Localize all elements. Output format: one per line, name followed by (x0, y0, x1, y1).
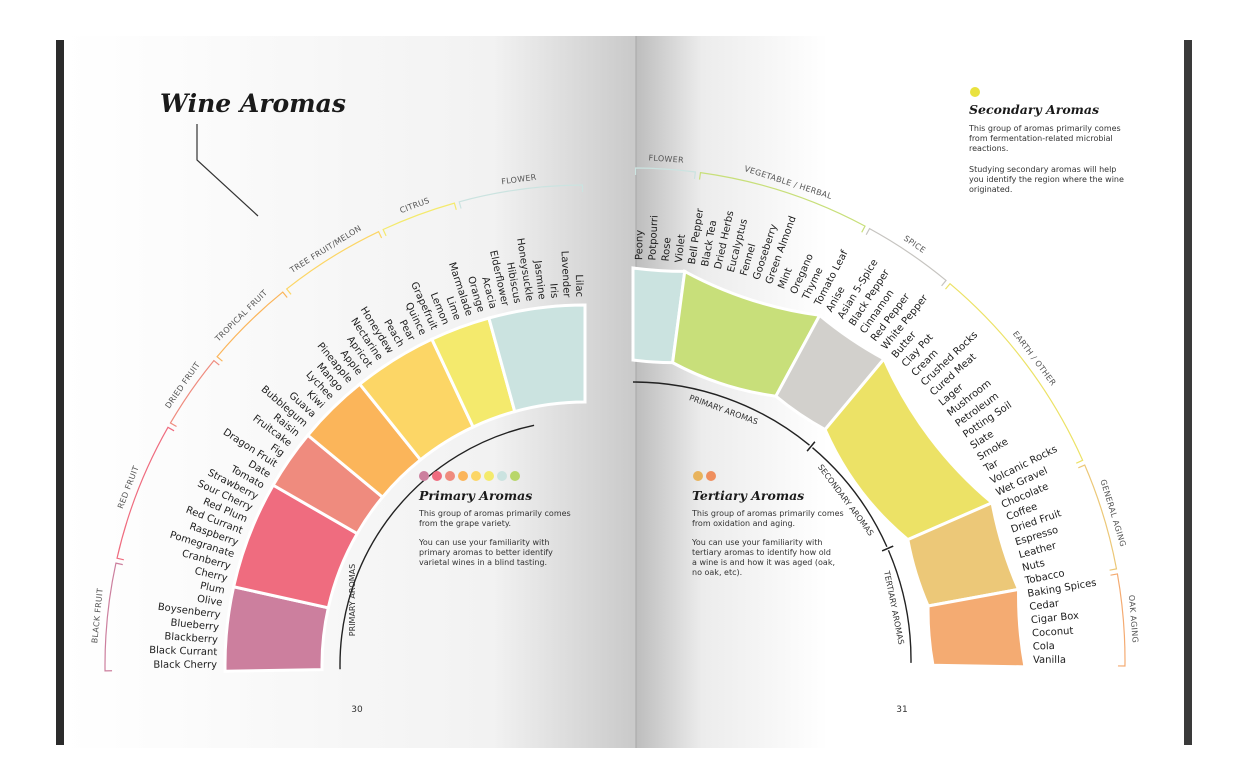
bracket-tree-fruit-melon (285, 230, 383, 295)
aroma-cola: Cola (1033, 641, 1055, 653)
secondary-legend-text-2: Studying secondary aromas will help you i… (969, 165, 1124, 194)
group-arc-secondary-aromas (812, 447, 888, 548)
aroma-nuts: Nuts (1021, 558, 1046, 574)
aroma-black-currant: Black Currant (149, 645, 217, 658)
aroma-potpourri: Potpourri (647, 215, 660, 261)
aroma-plum: Plum (199, 581, 226, 597)
tertiary-legend-text-1: This group of aromas primarily comes from… (691, 509, 844, 528)
bracket-oak-aging (1110, 573, 1126, 667)
aroma-iris: Iris (547, 283, 559, 299)
aroma-coconut: Coconut (1032, 626, 1074, 640)
page-number-right: 31 (896, 705, 907, 715)
primary-legend-dot (510, 471, 520, 481)
aroma-blackberry: Blackberry (164, 631, 218, 646)
book-left-edge (56, 40, 66, 745)
tertiary-legend-title: Tertiary Aromas (692, 488, 804, 503)
primary-aromas-side-label: PRIMARY AROMAS (348, 564, 357, 636)
left-page-diagram: Black Cherry Black CurrantBlackberryBlueb… (90, 173, 587, 673)
bracket-flower (634, 167, 697, 179)
primary-legend-dot (497, 471, 507, 481)
bracket-vegetable-herbal (698, 171, 866, 233)
title-leader-line (196, 124, 259, 217)
primary-arc (339, 424, 535, 670)
aroma-lavender: Lavender (558, 251, 571, 299)
bracket-dried-fruit (169, 359, 220, 428)
page-title: Wine Aromas (160, 89, 346, 118)
aroma-vanilla: Vanilla (1033, 655, 1066, 666)
secondary-legend-dot (970, 87, 980, 97)
category-flower: FLOWER (648, 153, 684, 164)
aroma-violet: Violet (674, 234, 688, 264)
secondary-legend-text-1: This group of aromas primarily comes from… (968, 124, 1121, 153)
group-separator (806, 441, 816, 452)
page-number-left: 30 (351, 705, 363, 715)
bracket-red-fruit (116, 426, 175, 561)
primary-legend-dot (484, 471, 494, 481)
aroma-cigar-box: Cigar Box (1031, 611, 1080, 627)
bracket-general-aging (1078, 464, 1118, 571)
band-flower (487, 303, 587, 414)
bracket-tropical-fruit (216, 291, 288, 362)
aroma-jasmine: Jasmine (531, 259, 547, 300)
aroma-olive: Olive (196, 594, 223, 609)
primary-legend-dot (471, 471, 481, 481)
bracket-spice (865, 227, 947, 287)
primary-legend-dot (458, 471, 468, 481)
primary-legend-dot (432, 471, 442, 481)
bracket-earth-other (945, 282, 1084, 464)
aroma-peony: Peony (634, 230, 645, 260)
primary-legend-text-1: This group of aromas primarily comes from… (418, 509, 571, 528)
tertiary-legend-dots (693, 471, 716, 481)
primary-legend-dot (445, 471, 455, 481)
primary-legend-title: Primary Aromas (418, 488, 532, 503)
aroma-cedar: Cedar (1029, 598, 1061, 613)
bracket-citrus (382, 202, 457, 237)
secondary-legend-title: Secondary Aromas (969, 102, 1099, 117)
group-separator (881, 545, 894, 552)
primary-legend-text-2: You can use your familiarity with primary… (418, 538, 553, 567)
aroma-blueberry: Blueberry (170, 618, 220, 634)
group-arc-primary-aromas (632, 381, 810, 446)
tertiary-legend-text-2: You can use your familiarity with tertiar… (691, 538, 835, 577)
primary-legend-dot (419, 471, 429, 481)
aroma-rose: Rose (661, 237, 674, 262)
bracket-flower (458, 184, 584, 209)
primary-legend-dots (419, 471, 520, 481)
bracket-black-fruit (104, 562, 123, 672)
aroma-black-cherry: Black Cherry (153, 660, 217, 671)
tertiary-legend-dot (706, 471, 716, 481)
category-oak-aging: OAK AGING (1127, 595, 1140, 644)
aroma-lilac: Lilac (573, 274, 584, 297)
group-arc-tertiary-aromas (887, 550, 912, 663)
tertiary-legend-dot (693, 471, 703, 481)
band-oak-aging (926, 587, 1027, 669)
